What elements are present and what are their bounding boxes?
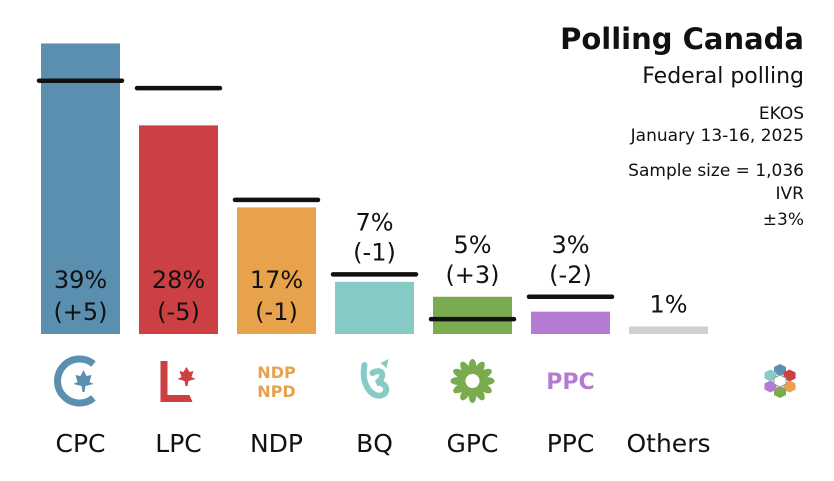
gpc-petal <box>453 368 468 380</box>
bar-others <box>629 326 708 334</box>
gpc-logo-icon <box>450 359 495 403</box>
polling-canada-logo-cell <box>783 380 796 393</box>
bq-logo-leaf <box>380 359 389 368</box>
sample-size: Sample size = 1,036 <box>628 161 804 181</box>
change-label-lpc: (-5) <box>157 298 200 326</box>
value-label-ppc: 3% <box>551 231 589 259</box>
change-label-bq: (-1) <box>353 238 396 266</box>
cpc-logo-arc <box>54 355 96 407</box>
bar-bq <box>335 281 414 334</box>
category-label-others: Others <box>626 429 710 458</box>
bar-ppc <box>531 311 610 334</box>
polling-canada-logo-cell <box>774 386 786 398</box>
ndp-logo-text: NDP <box>257 363 296 382</box>
gpc-logo-centre <box>465 374 480 388</box>
polling-canada-logo-cell <box>764 369 777 382</box>
value-label-bq: 7% <box>355 208 393 236</box>
bar-ndp <box>237 207 316 334</box>
chart-title: Polling Canada <box>560 22 804 56</box>
polling-canada-logo-cell <box>764 380 777 393</box>
gpc-petal <box>453 382 468 394</box>
gpc-petal <box>477 368 492 380</box>
ppc-logo-text: PPC <box>546 370 594 395</box>
polling-canada-logo-icon <box>764 364 796 398</box>
gpc-petal <box>460 361 471 377</box>
gpc-petal <box>474 385 485 401</box>
cpc-maple-leaf <box>73 370 94 392</box>
category-label-ppc: PPC <box>547 429 595 458</box>
bq-logo-icon <box>360 359 390 399</box>
bar-cpc <box>41 43 120 334</box>
gpc-petal <box>474 361 485 377</box>
value-label-cpc: 39% <box>54 266 107 294</box>
gpc-petal <box>477 382 492 394</box>
lpc-letter-l <box>160 361 193 402</box>
margin-of-error: ±3% <box>762 210 804 230</box>
category-label-bq: BQ <box>356 429 393 458</box>
category-label-cpc: CPC <box>56 429 106 458</box>
poll-method: IVR <box>775 184 804 204</box>
change-label-ppc: (-2) <box>549 261 592 289</box>
change-label-ndp: (-1) <box>255 298 298 326</box>
pollster-name: EKOS <box>758 104 804 124</box>
value-label-ndp: 17% <box>250 266 303 294</box>
npd-logo-text: NPD <box>257 382 295 401</box>
value-label-lpc: 28% <box>152 266 205 294</box>
lpc-maple-leaf <box>177 367 196 386</box>
category-label-gpc: GPC <box>447 429 499 458</box>
polling-canada-logo-cell <box>774 364 786 376</box>
polling-canada-logo-centre <box>773 374 787 388</box>
value-label-others: 1% <box>649 291 687 319</box>
ppc-logo-icon: PPC <box>546 370 594 395</box>
bar-lpc <box>139 125 218 335</box>
category-label-ndp: NDP <box>250 429 303 458</box>
bar-gpc <box>433 296 512 334</box>
value-label-gpc: 5% <box>453 231 491 259</box>
lpc-logo-icon <box>160 361 196 402</box>
change-label-gpc: (+3) <box>445 261 499 289</box>
bq-logo-shape <box>360 362 390 399</box>
polling-canada-logo-cell <box>783 369 796 382</box>
gpc-petal <box>460 385 471 401</box>
change-label-cpc: (+5) <box>53 298 107 326</box>
poll-dates: January 13-16, 2025 <box>630 126 804 146</box>
chart-subtitle: Federal polling <box>642 64 804 89</box>
category-label-lpc: LPC <box>155 429 201 458</box>
cpc-logo-icon <box>54 355 96 407</box>
